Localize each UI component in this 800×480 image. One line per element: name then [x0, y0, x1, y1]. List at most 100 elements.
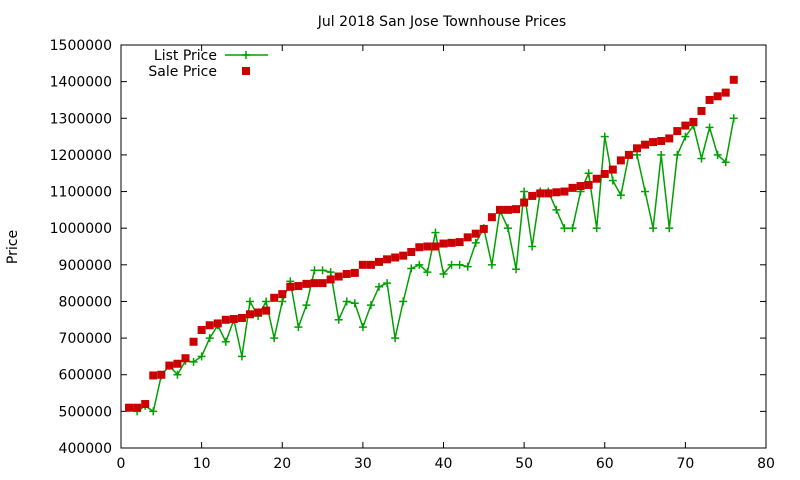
sale-price-point [528, 191, 537, 200]
y-tick-label: 800000 [59, 294, 112, 310]
sale-price-point [358, 260, 367, 269]
list-price-point [407, 264, 416, 273]
list-price-point [334, 315, 343, 324]
list-price-point [423, 268, 432, 277]
sale-price-point [568, 183, 577, 192]
sale-price-point [536, 189, 545, 198]
list-price-point [657, 150, 666, 159]
sale-price-point [181, 354, 190, 363]
y-tick-label: 600000 [59, 368, 112, 384]
list-price-point [439, 269, 448, 278]
sale-price-point [157, 370, 166, 379]
list-price-point [399, 297, 408, 306]
list-price-point [705, 123, 714, 132]
list-price-point [391, 334, 400, 343]
list-price-point [600, 132, 609, 141]
sale-price-point [624, 150, 633, 159]
sale-price-point [366, 260, 375, 269]
sale-price-point [495, 205, 504, 214]
sale-price-point [334, 272, 343, 281]
list-price-point [149, 407, 158, 416]
list-price-point [681, 132, 690, 141]
sale-price-point [213, 319, 222, 328]
list-price-point [383, 279, 392, 288]
list-price-point [649, 224, 658, 233]
list-price-point [358, 323, 367, 332]
sale-price-point [439, 239, 448, 248]
list-price-point [270, 334, 279, 343]
list-price-point [221, 337, 230, 346]
chart-title: Jul 2018 San Jose Townhouse Prices [317, 14, 566, 30]
list-price-point [641, 187, 650, 196]
sale-price-point [125, 403, 134, 412]
y-tick-label: 1100000 [50, 185, 112, 201]
sale-price-point [350, 268, 359, 277]
sale-price-point [447, 238, 456, 247]
sale-price-point [520, 198, 529, 207]
list-price-point [318, 266, 327, 275]
sale-price-point [689, 117, 698, 126]
list-price-point [366, 301, 375, 310]
sale-price-point [342, 269, 351, 278]
list-price-point [487, 260, 496, 269]
sale-price-point [576, 182, 585, 191]
sale-price-point [584, 180, 593, 189]
sale-price-point [423, 242, 432, 251]
sale-price-point [302, 279, 311, 288]
sale-price-point [600, 169, 609, 178]
sale-price-point [391, 253, 400, 262]
sale-price-point [189, 337, 198, 346]
list-price-point [697, 154, 706, 163]
list-price-point [560, 224, 569, 233]
list-price-point [431, 228, 440, 237]
list-price-point [592, 224, 601, 233]
sale-price-point [133, 403, 142, 412]
list-price-point [616, 191, 625, 200]
list-price-point [197, 352, 206, 361]
sale-price-point [504, 205, 512, 214]
legend-marker-list-price [242, 51, 250, 59]
sale-price-point [278, 290, 287, 299]
sale-price-point [455, 238, 464, 247]
list-price-point [326, 268, 335, 277]
list-price-point [673, 150, 682, 159]
axes: 0 10 20 30 40 50 60 70 80 400000 500000 600000 70000… [50, 38, 775, 472]
list-price-point [463, 262, 472, 271]
y-tick-label: 400000 [59, 441, 112, 457]
y-tick-label: 900000 [59, 258, 112, 274]
y-tick-label: 1300000 [50, 111, 112, 127]
sale-price-point [205, 321, 214, 330]
sale-price-point [463, 233, 472, 242]
sale-price-point [407, 247, 416, 256]
sale-price-point [326, 275, 335, 284]
list-price-point [608, 176, 617, 185]
list-price-point [552, 205, 561, 214]
x-tick-label: 60 [596, 456, 614, 472]
sale-price-point [165, 361, 174, 370]
list-price-point [729, 114, 738, 123]
sale-price-point [673, 127, 682, 136]
sale-price-point [487, 213, 496, 222]
list-price-point [375, 282, 383, 291]
list-price-point [721, 158, 730, 167]
sale-price-point [616, 156, 625, 165]
list-price-point [350, 299, 359, 308]
list-price-point [447, 260, 456, 269]
sale-price-point [608, 165, 617, 174]
sale-price-point [229, 315, 238, 324]
sale-price-point [270, 293, 279, 302]
x-tick-label: 30 [354, 456, 372, 472]
list-price-point [713, 150, 722, 159]
list-price-point [528, 242, 537, 251]
list-price-point [189, 357, 198, 366]
sale-price-point [294, 282, 303, 291]
y-tick-label: 1400000 [50, 75, 112, 91]
y-tick-label: 1200000 [50, 148, 112, 164]
x-tick-label: 50 [515, 456, 533, 472]
list-price-line [128, 118, 735, 413]
sale-price-point [415, 243, 424, 252]
list-price-point [173, 370, 182, 379]
list-price-point [504, 224, 512, 233]
